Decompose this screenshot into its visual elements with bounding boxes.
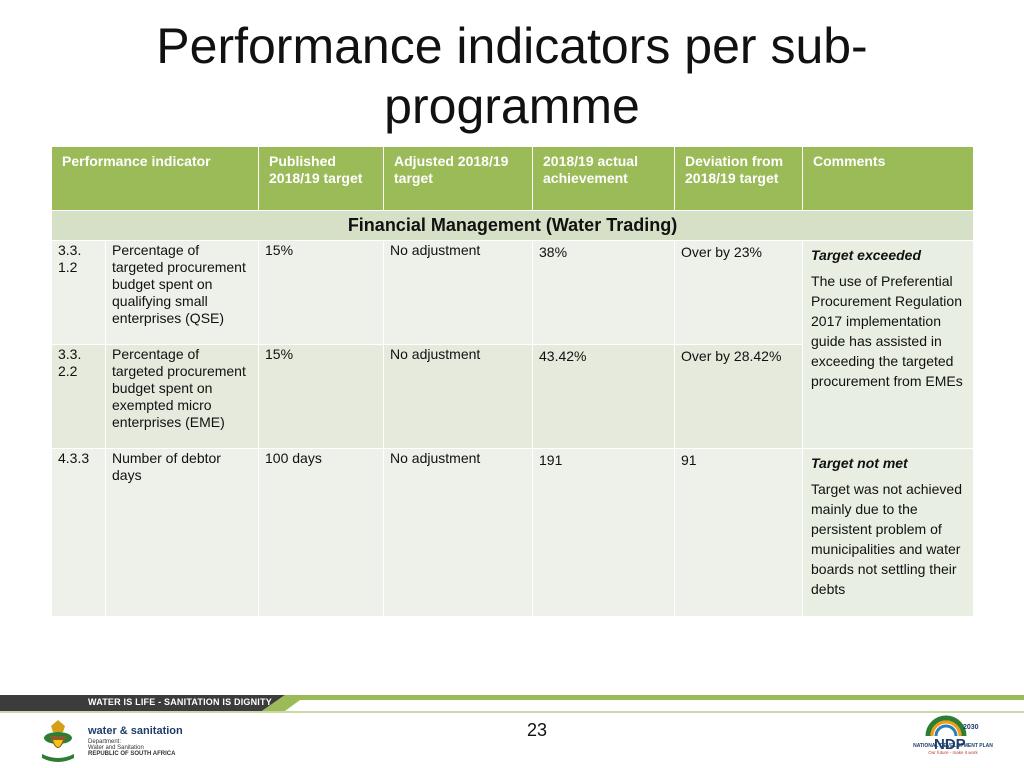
coat-of-arms-icon [42, 720, 74, 762]
header-deviation: Deviation from 2018/19 target [674, 146, 804, 211]
header-comments: Comments [802, 146, 975, 211]
performance-table: Performance indicator Published 2018/19 … [50, 146, 975, 617]
deviation: 91 [674, 448, 804, 617]
deviation: Over by 23% [674, 240, 804, 345]
page-number: 23 [526, 720, 548, 740]
indicator-description: Percentage of targeted procurement budge… [104, 344, 260, 449]
comment-cell: Target not met Target was not achieved m… [802, 448, 975, 617]
header-adjusted-target: Adjusted 2018/19 target [383, 146, 534, 211]
ndp-year: 2030 [963, 724, 979, 731]
ndp-tagline: Our future - make it work [928, 750, 978, 755]
header-published-target: Published 2018/19 target [258, 146, 385, 211]
published-target: 100 days [258, 448, 385, 617]
published-target: 15% [258, 240, 385, 345]
section-row: Financial Management (Water Trading) [50, 210, 975, 241]
ndp-name: NATIONAL DEVELOPMENT PLAN [913, 743, 993, 749]
table-row: 3.3. 2.2 Percentage of targeted procurem… [51, 344, 974, 449]
header-performance-indicator: Performance indicator [50, 146, 260, 211]
footer-slogan: WATER IS LIFE - SANITATION IS DIGNITY [88, 697, 272, 707]
indicator-code: 4.3.3 [51, 448, 106, 617]
comment-heading: Target not met [811, 455, 908, 471]
section-title: Financial Management (Water Trading) [50, 210, 975, 241]
actual-achievement: 191 [532, 448, 676, 617]
department-line: REPUBLIC OF SOUTH AFRICA [88, 751, 176, 757]
table-row: 4.3.3 Number of debtor days 100 days No … [51, 448, 975, 617]
adjusted-target: No adjustment [383, 240, 534, 345]
ndp-letters: NDP [934, 736, 966, 753]
department-name: water & sanitation [88, 725, 183, 737]
adjusted-target: No adjustment [383, 448, 534, 617]
footer-band [0, 695, 1024, 713]
table-row: 3.3. 1.2 Percentage of targeted procurem… [51, 240, 975, 449]
actual-achievement: 43.42% [532, 344, 676, 449]
department-line: Water and Sanitation [88, 745, 144, 751]
published-target: 15% [258, 344, 385, 449]
indicator-description: Percentage of targeted procurement budge… [104, 240, 260, 345]
deviation: Over by 28.42% [674, 344, 804, 449]
comment-body: The use of Preferential Procurement Regu… [811, 273, 963, 389]
department-line: Department: [88, 739, 122, 745]
ndp-logo-icon: 2030 NDP [925, 715, 979, 753]
actual-achievement: 38% [532, 240, 676, 345]
indicator-code: 3.3. 2.2 [51, 344, 106, 449]
table-header-row: Performance indicator Published 2018/19 … [50, 146, 975, 211]
header-actual-achievement: 2018/19 actual achievement [532, 146, 676, 211]
comment-heading: Target exceeded [811, 247, 921, 263]
comment-body: Target was not achieved mainly due to th… [811, 481, 962, 597]
indicator-code: 3.3. 1.2 [51, 240, 106, 345]
indicator-description: Number of debtor days [104, 448, 260, 617]
comment-cell: Target exceeded The use of Preferential … [802, 240, 975, 449]
adjusted-target: No adjustment [383, 344, 534, 449]
slide-title: Performance indicators per sub-programme [156, 18, 868, 134]
